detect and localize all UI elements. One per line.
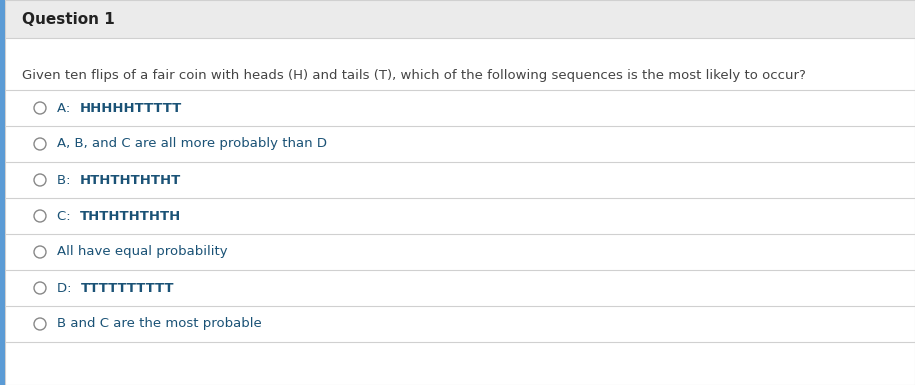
Text: B:: B: <box>57 174 75 186</box>
Text: All have equal probability: All have equal probability <box>57 246 228 258</box>
Text: Given ten flips of a fair coin with heads (H) and tails (T), which of the follow: Given ten flips of a fair coin with head… <box>22 69 806 82</box>
Text: Question 1: Question 1 <box>22 12 114 27</box>
Text: D:: D: <box>57 281 76 295</box>
Text: THTHTHTHTH: THTHTHTHTH <box>81 209 181 223</box>
Text: HTHTHTHTHT: HTHTHTHTHT <box>80 174 181 186</box>
Text: C:: C: <box>57 209 75 223</box>
Text: B and C are the most probable: B and C are the most probable <box>57 318 262 330</box>
Bar <box>0 0 5 385</box>
Text: TTTTTTTTTT: TTTTTTTTTT <box>81 281 175 295</box>
Text: HHHHHTTTTT: HHHHHTTTTT <box>80 102 182 114</box>
Text: A:: A: <box>57 102 74 114</box>
Text: A, B, and C are all more probably than D: A, B, and C are all more probably than D <box>57 137 327 151</box>
Bar <box>5 0 915 38</box>
